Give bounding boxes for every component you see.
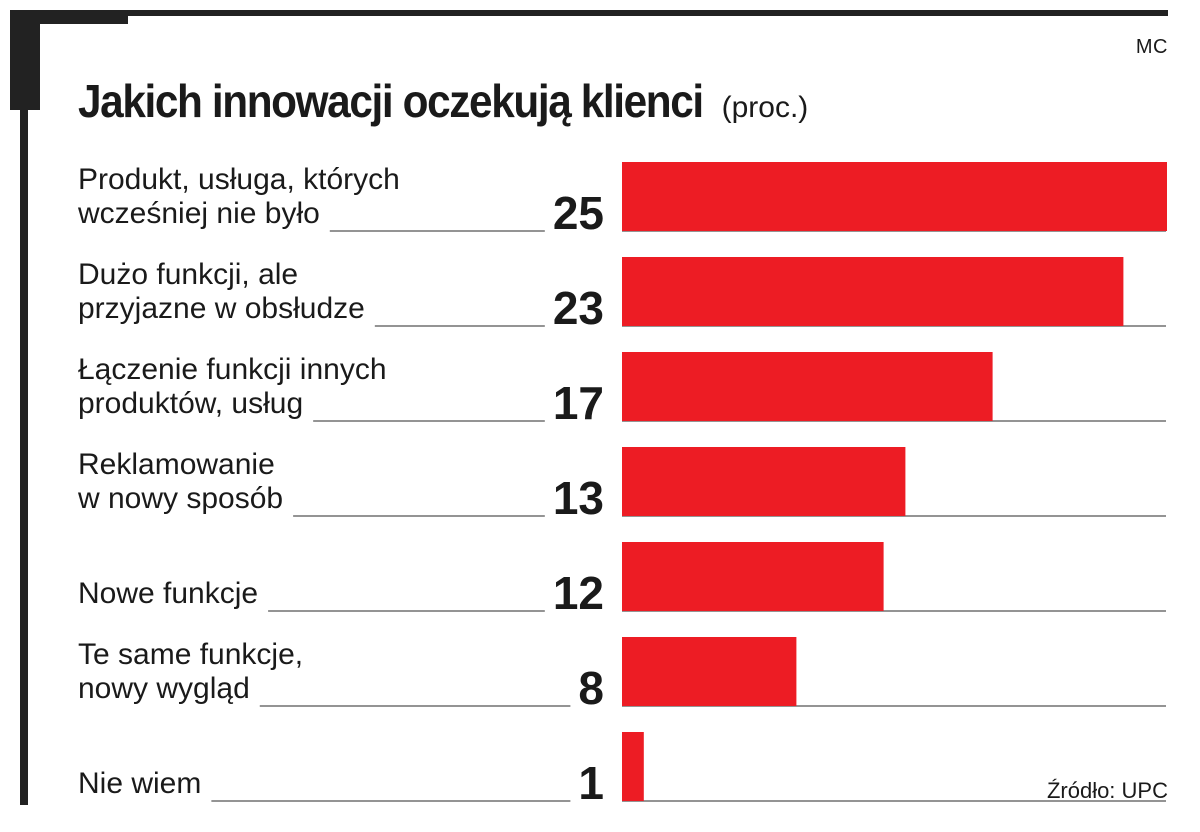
bar bbox=[622, 162, 1167, 231]
category-label: Te same funkcje, bbox=[78, 638, 303, 671]
bar bbox=[622, 542, 884, 611]
value-label: 23 bbox=[553, 282, 604, 334]
value-label: 8 bbox=[578, 662, 604, 714]
category-label: Nie wiem bbox=[78, 767, 201, 800]
category-label: wcześniej nie było bbox=[77, 197, 320, 230]
category-label: w nowy sposób bbox=[77, 482, 283, 515]
category-label: przyjazne w obsłudze bbox=[78, 292, 365, 325]
frame-corner-block-vertical bbox=[10, 10, 40, 110]
category-label: nowy wygląd bbox=[78, 672, 250, 705]
bar bbox=[622, 352, 993, 421]
bar bbox=[622, 732, 644, 801]
value-label: 17 bbox=[553, 377, 604, 429]
category-label: Łączenie funkcji innych bbox=[78, 353, 387, 386]
category-label: Reklamowanie bbox=[78, 448, 275, 481]
author-credit: MC bbox=[1135, 36, 1168, 58]
chart-subtitle: (proc.) bbox=[721, 91, 809, 124]
value-label: 13 bbox=[553, 472, 604, 524]
value-label: 1 bbox=[578, 757, 604, 809]
category-label: Dużo funkcji, ale bbox=[78, 258, 298, 291]
category-label: produktów, usług bbox=[78, 387, 303, 420]
value-label: 25 bbox=[553, 187, 604, 239]
bar bbox=[622, 257, 1124, 326]
category-label: Nowe funkcje bbox=[78, 577, 258, 610]
bar bbox=[622, 447, 906, 516]
title-block: Jakich innowacji oczekują klienci (proc.… bbox=[78, 74, 808, 128]
source-note: Źródło: UPC bbox=[1046, 778, 1168, 803]
chart-title: Jakich innowacji oczekują klienci bbox=[78, 75, 704, 127]
value-label: 12 bbox=[553, 567, 604, 619]
category-label: Produkt, usługa, których bbox=[78, 163, 400, 196]
frame-left-rule bbox=[20, 10, 28, 805]
frame-top-rule bbox=[20, 10, 1168, 16]
bar bbox=[622, 637, 797, 706]
